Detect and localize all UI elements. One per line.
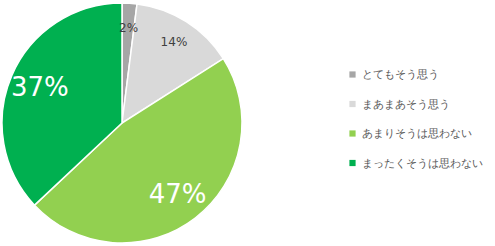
svg-text:2%: 2% — [119, 21, 138, 35]
svg-text:まったくそうは思わない: まったくそうは思わない — [362, 157, 483, 170]
svg-text:14%: 14% — [161, 35, 188, 49]
svg-text:37%: 37% — [11, 72, 69, 102]
svg-text:あまりそうは思わない: あまりそうは思わない — [362, 127, 472, 140]
svg-text:47%: 47% — [149, 179, 207, 209]
svg-text:まあまあそう思う: まあまあそう思う — [362, 98, 450, 111]
svg-text:とてもそう思う: とてもそう思う — [362, 68, 439, 81]
